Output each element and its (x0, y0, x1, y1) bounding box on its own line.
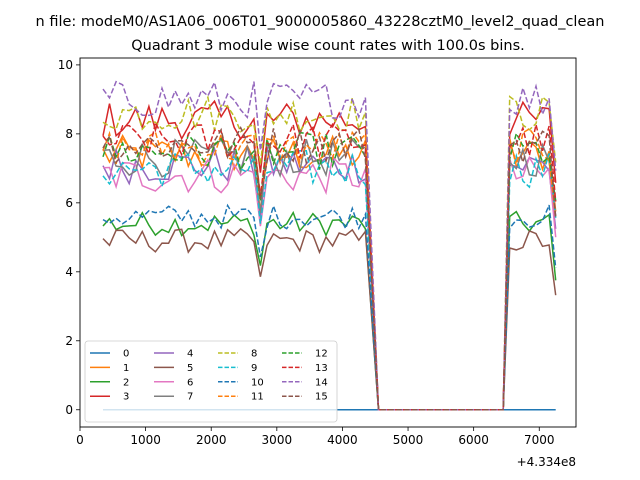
x-tick-label: 3000 (262, 433, 293, 447)
y-tick-label: 2 (65, 334, 73, 348)
legend-label-3: 3 (123, 392, 129, 403)
plot-area (102, 80, 557, 411)
x-offset-label: +4.334e8 (517, 455, 576, 469)
legend-label-4: 4 (187, 349, 193, 360)
y-tick-label: 4 (65, 265, 73, 279)
y-tick-label: 10 (58, 58, 73, 72)
x-tick-label: 2000 (196, 433, 227, 447)
legend-label-0: 0 (123, 349, 129, 360)
series-line-15 (102, 125, 557, 411)
legend-label-6: 6 (187, 377, 193, 388)
y-tick-label: 0 (65, 403, 73, 417)
x-tick-label: 1000 (130, 433, 161, 447)
x-tick-label: 5000 (393, 433, 424, 447)
y-tick-label: 8 (65, 127, 73, 141)
legend-label-12: 12 (315, 349, 328, 360)
x-tick-label: 7000 (524, 433, 555, 447)
legend-label-10: 10 (251, 377, 264, 388)
legend-label-5: 5 (187, 363, 193, 374)
legend-label-14: 14 (315, 377, 328, 388)
figure-suptitle: n file: modeM0/AS1A06_006T01_9000005860_… (36, 14, 605, 30)
chart-title: Quadrant 3 module wise count rates with … (131, 38, 525, 54)
legend-label-13: 13 (315, 363, 328, 374)
legend-label-7: 7 (187, 392, 193, 403)
legend-label-9: 9 (251, 363, 257, 374)
legend-label-11: 11 (251, 392, 264, 403)
legend-frame (84, 340, 338, 423)
x-tick-label: 4000 (327, 433, 358, 447)
legend-label-8: 8 (251, 349, 257, 360)
x-tick-label: 6000 (458, 433, 489, 447)
legend-label-1: 1 (123, 363, 129, 374)
y-tick-label: 6 (65, 196, 73, 210)
axes-frame (79, 57, 577, 428)
legend-label-2: 2 (123, 377, 129, 388)
legend-label-15: 15 (315, 392, 328, 403)
x-tick-label: 0 (76, 433, 84, 447)
